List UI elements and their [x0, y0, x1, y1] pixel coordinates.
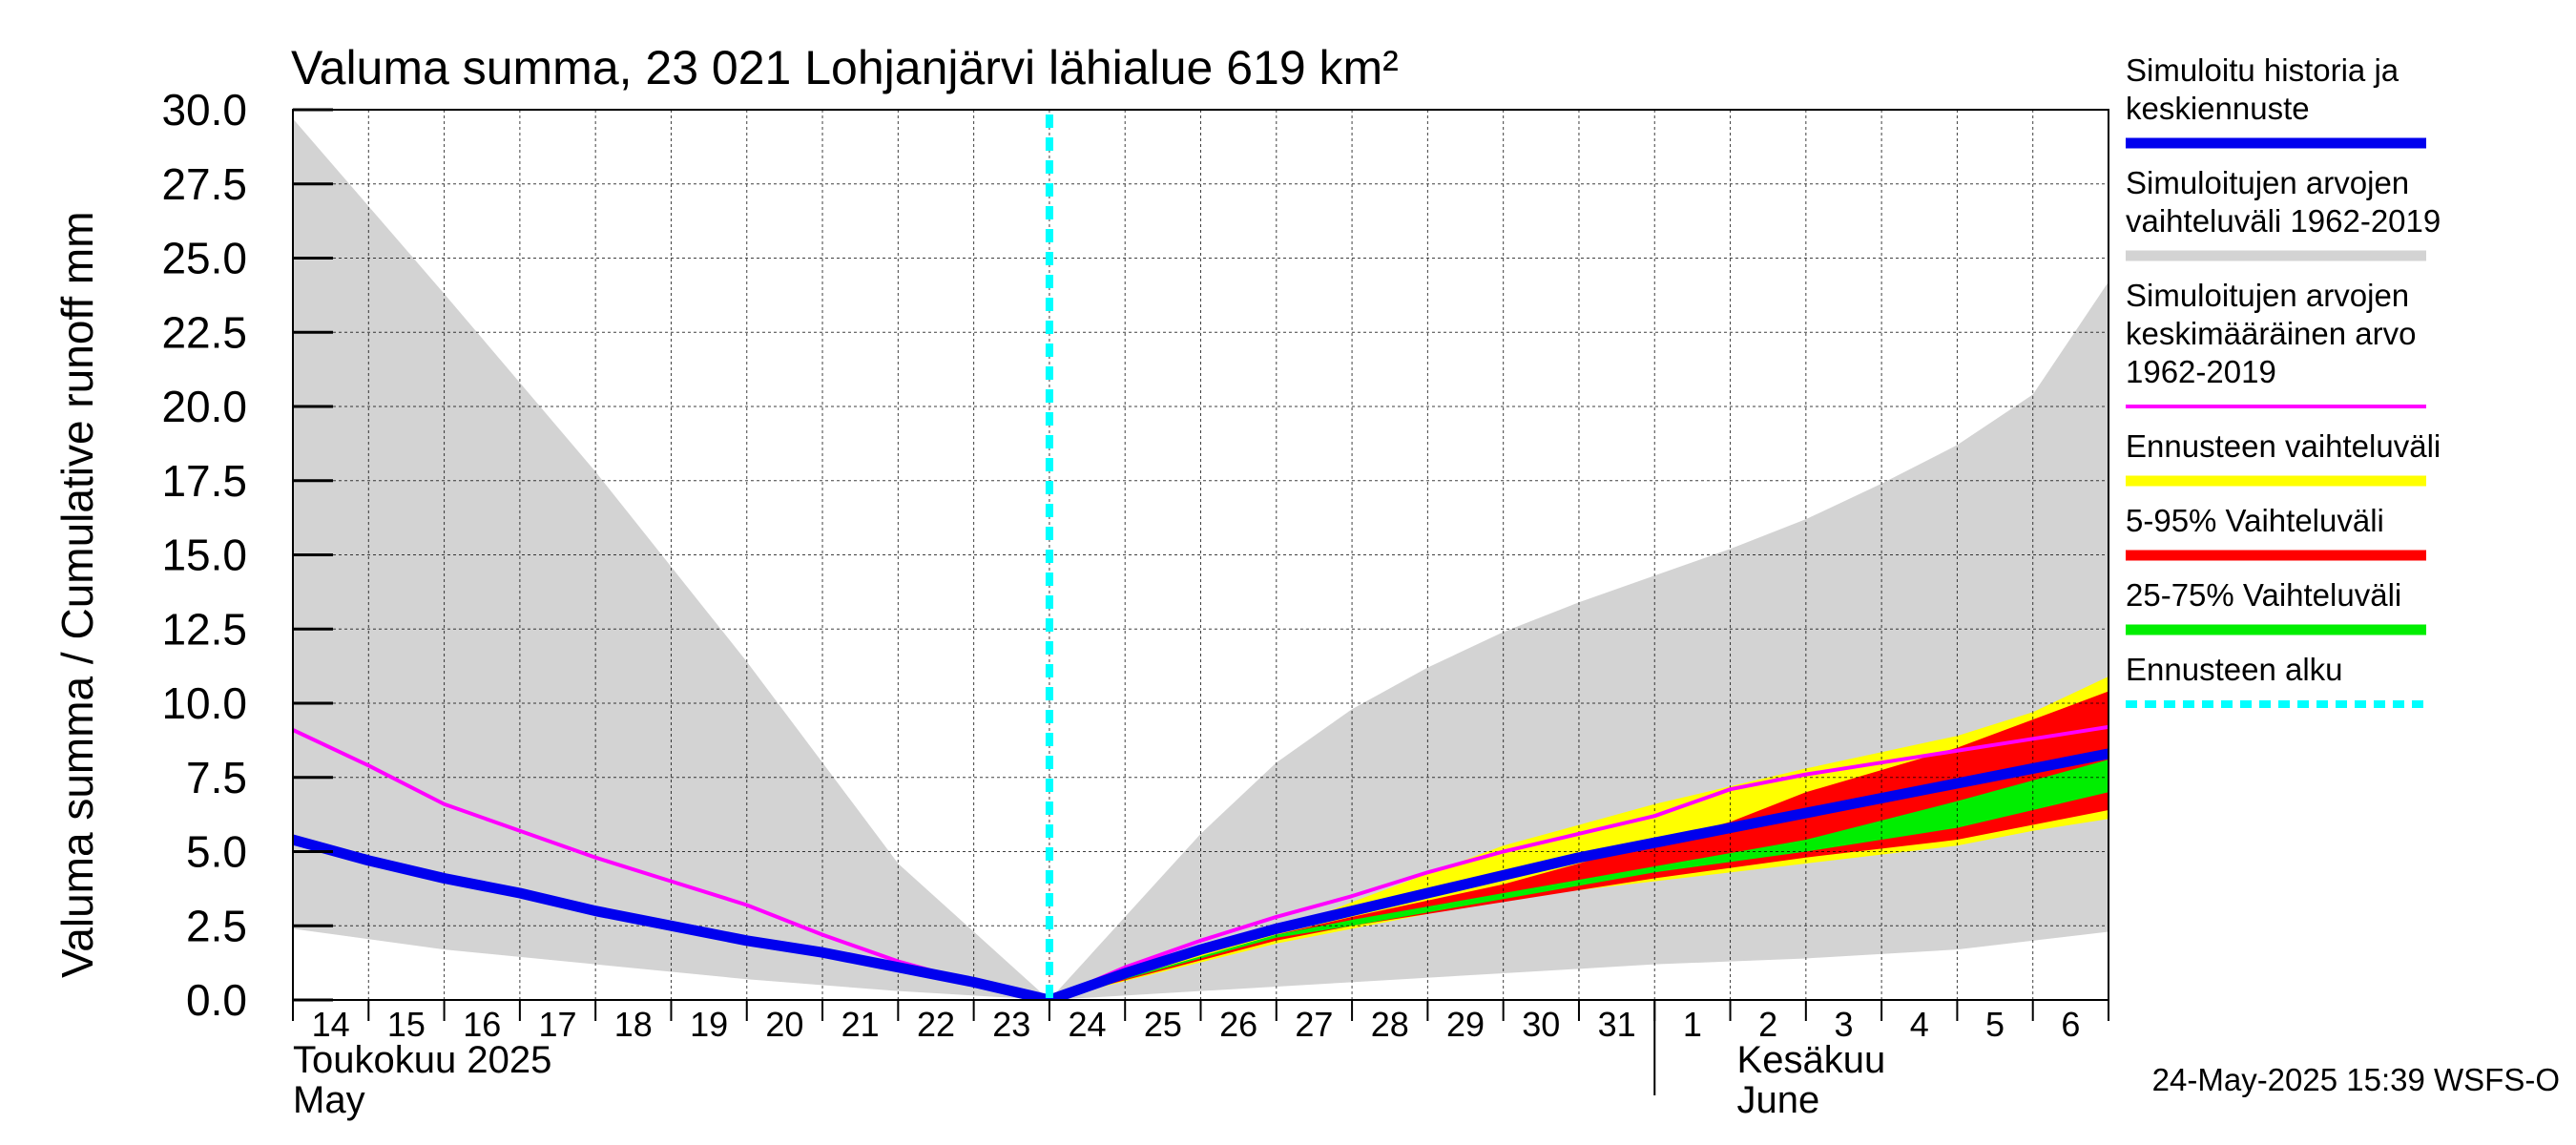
y-tick-label: 27.5 [161, 159, 247, 209]
legend-label: Ennusteen alku [2126, 652, 2343, 687]
legend-item-5-95-vaihteluv-li: 5-95% Vaihteluväli [2126, 503, 2426, 561]
x-tick-label: 30 [1522, 1005, 1560, 1044]
y-tick-label: 22.5 [161, 307, 247, 357]
plot-area [293, 110, 2109, 1000]
x-tick-label: 28 [1371, 1005, 1409, 1044]
x-tick-label: 5 [1985, 1005, 2005, 1044]
month-label-may-fi: Toukokuu 2025 [293, 1039, 551, 1081]
y-tick-label: 10.0 [161, 678, 247, 728]
legend-label: Ennusteen vaihteluväli [2126, 428, 2441, 464]
legend-label: Simuloitujen arvojen [2126, 165, 2409, 200]
x-tick-label: 22 [917, 1005, 955, 1044]
x-tick-label: 25 [1144, 1005, 1182, 1044]
timestamp-footer: 24-May-2025 15:39 WSFS-O [2152, 1062, 2560, 1097]
y-tick-label: 20.0 [161, 382, 247, 431]
x-tick-label: 31 [1598, 1005, 1636, 1044]
legend-label: keskimääräinen arvo [2126, 316, 2416, 351]
x-tick-label: 15 [387, 1005, 426, 1044]
legend-label: Simuloitujen arvojen [2126, 278, 2409, 313]
x-tick-label: 29 [1446, 1005, 1485, 1044]
y-tick-label: 0.0 [186, 975, 247, 1025]
x-tick-label: 17 [538, 1005, 576, 1044]
y-tick-label: 7.5 [186, 753, 247, 802]
legend-item-ennusteen-alku: Ennusteen alku [2126, 652, 2426, 708]
x-tick-label: 18 [614, 1005, 653, 1044]
y-tick-label: 30.0 [161, 85, 247, 135]
mean-simulated-line [293, 724, 2109, 1000]
legend-label: 25-75% Vaihteluväli [2126, 577, 2401, 613]
x-tick-label: 23 [992, 1005, 1030, 1044]
month-label-june-fi: Kesäkuu [1737, 1039, 1886, 1081]
y-tick-label: 2.5 [186, 901, 247, 950]
y-tick-label: 17.5 [161, 456, 247, 506]
y-tick-label: 5.0 [186, 827, 247, 877]
legend-item-25-75-vaihteluv-li: 25-75% Vaihteluväli [2126, 577, 2426, 635]
x-tick-label: 1 [1683, 1005, 1702, 1044]
y-tick-label: 15.0 [161, 531, 247, 580]
x-tick-label: 19 [690, 1005, 728, 1044]
chart-title: Valuma summa, 23 021 Lohjanjärvi lähialu… [291, 41, 1399, 94]
x-tick-label: 26 [1219, 1005, 1257, 1044]
legend-label: 1962-2019 [2126, 354, 2276, 389]
median-forecast-line [293, 748, 2109, 1000]
forecast-5-95-band [1049, 691, 2109, 1000]
x-tick-label: 24 [1069, 1005, 1107, 1044]
y-tick-label: 12.5 [161, 604, 247, 654]
y-tick-label: 25.0 [161, 234, 247, 283]
legend-label: keskiennuste [2126, 91, 2310, 126]
x-tick-label: 14 [312, 1005, 350, 1044]
x-tick-label: 21 [841, 1005, 880, 1044]
x-tick-label: 3 [1834, 1005, 1853, 1044]
legend-item-ennusteen-vaihteluv-li: Ennusteen vaihteluväli [2126, 428, 2441, 487]
axes: 0.0 2.5 5.0 7.5 10.0 12.5 15.0 17.5 20.0 22.5 25.0… [161, 85, 2109, 1121]
x-tick-label: 16 [463, 1005, 501, 1044]
month-label-june-en: June [1737, 1079, 1820, 1121]
legend: Simuloitu historia jakeskiennusteSimuloi… [2126, 52, 2441, 708]
month-label-may-en: May [293, 1079, 365, 1121]
x-tick-label: 2 [1758, 1005, 1777, 1044]
x-tick-label: 27 [1295, 1005, 1333, 1044]
legend-label: vaihteluväli 1962-2019 [2126, 203, 2441, 239]
grid [293, 110, 2109, 1000]
y-axis-label: Valuma summa / Cumulative runoff mm [52, 211, 102, 978]
x-tick-label: 20 [765, 1005, 803, 1044]
legend-label: 5-95% Vaihteluväli [2126, 503, 2384, 538]
x-tick-label: 6 [2061, 1005, 2080, 1044]
forecast-25-75-band [1049, 760, 2109, 1000]
x-tick-label: 4 [1910, 1005, 1929, 1044]
legend-label: Simuloitu historia ja [2126, 52, 2399, 88]
